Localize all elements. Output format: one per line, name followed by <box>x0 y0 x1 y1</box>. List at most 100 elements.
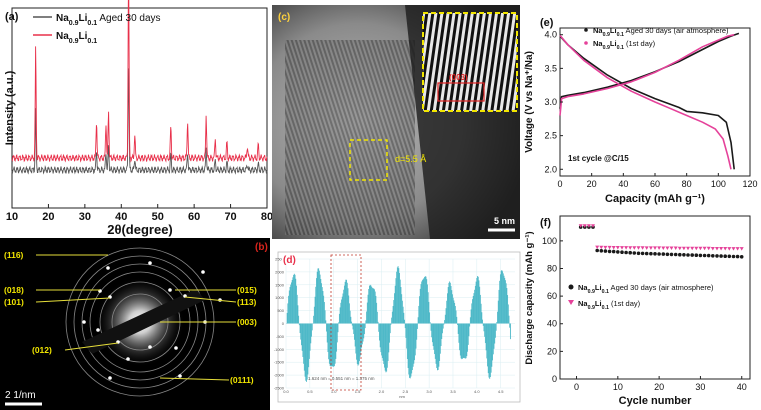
profile-bar <box>497 300 499 324</box>
profile-bar <box>350 316 352 324</box>
profile-bar <box>353 323 355 340</box>
profile-bar <box>331 323 332 367</box>
y-tick-label: 100 <box>542 236 557 246</box>
profile-bar <box>391 311 393 324</box>
profile-bar <box>382 323 384 361</box>
profile-bar <box>333 323 335 367</box>
data-point-aged <box>653 252 657 256</box>
profile-bar <box>477 276 478 324</box>
profile-bar <box>291 280 293 324</box>
profile-bar <box>303 323 305 364</box>
profile-bar <box>488 323 490 378</box>
panel-f-label: (f) <box>540 217 551 229</box>
profile-bar <box>345 279 347 324</box>
profile-bar <box>478 280 480 324</box>
profile-bar <box>379 323 381 348</box>
data-point-aged <box>690 253 694 257</box>
profile-bar <box>318 268 320 324</box>
y-tick-label: -500 <box>276 334 285 339</box>
data-point-aged <box>682 253 686 257</box>
data-point-fresh <box>739 247 744 251</box>
data-point-aged <box>628 250 632 255</box>
panel-b: (116) (018) (101) (012) (015) (113) (003) (0111… <box>0 238 270 410</box>
profile-bar <box>361 323 363 345</box>
profile-bar <box>421 280 423 324</box>
profile-bar <box>293 273 295 324</box>
profile-bar <box>341 299 342 324</box>
profile-bar <box>336 323 337 352</box>
y-tick-label: 0 <box>282 321 285 326</box>
profile-bar <box>353 323 355 335</box>
data-point-aged <box>657 252 661 256</box>
series-line-fresh <box>11 0 268 163</box>
y-tick-label: -1000 <box>274 347 285 352</box>
data-point-fresh <box>648 246 653 250</box>
data-point-aged <box>624 250 628 255</box>
profile-marker <box>330 254 362 391</box>
profile-bar <box>508 315 510 324</box>
profile-bar <box>399 272 400 324</box>
data-point-fresh <box>599 245 604 250</box>
profile-bar <box>476 278 478 324</box>
profile-bar <box>489 323 491 379</box>
profile-bar <box>424 276 426 324</box>
profile-bar <box>471 303 473 324</box>
x-tick-label: 3.0 <box>426 389 432 394</box>
profile-bar <box>504 280 506 324</box>
profile-bar <box>296 285 297 324</box>
profile-bar <box>452 294 453 324</box>
profile-bar <box>369 285 370 324</box>
data-point-fresh <box>715 247 719 251</box>
profile-bar <box>311 323 312 337</box>
profile-bar <box>357 323 359 366</box>
profile-bar <box>447 293 448 324</box>
data-point-aged <box>620 250 624 254</box>
x-tick-label: 4.5 <box>498 389 504 394</box>
profile-bar <box>507 304 509 324</box>
profile-bar <box>406 323 408 359</box>
profile-bar <box>392 306 394 324</box>
profile-bar <box>490 323 492 373</box>
x-tick-label: 10 <box>613 382 623 392</box>
data-point-fresh <box>723 247 728 251</box>
profile-bar <box>327 323 329 353</box>
profile-bar <box>379 323 380 341</box>
profile-bar <box>308 323 310 368</box>
data-point-aged <box>616 250 620 254</box>
profile-bar <box>489 323 491 378</box>
data-point-fresh <box>607 245 612 250</box>
profile-bar <box>313 315 315 324</box>
profile-bar <box>317 268 319 324</box>
y-tick-label: 20 <box>547 346 557 356</box>
legend-aged-label: Na0.9Li0.1 Aged 30 days (air atmosphere) <box>593 26 729 38</box>
panel-e-plot <box>559 32 740 170</box>
profile-bar <box>396 271 398 324</box>
panel-e-ticks: 0 20 40 60 80 100 120 2.0 2.5 3.0 3.5 4.0 <box>544 30 757 189</box>
profile-bar <box>401 300 403 324</box>
profile-bar <box>367 294 369 324</box>
profile-bar <box>424 277 426 324</box>
profile-bar <box>369 284 371 324</box>
profile-bar <box>413 323 415 364</box>
data-point-fresh <box>673 246 678 250</box>
profile-bar <box>411 323 413 371</box>
data-point-fresh <box>698 246 703 251</box>
panel-e-legend: Na0.9Li0.1 Aged 30 days (air atmosphere)… <box>584 26 729 51</box>
y-tick-label: 2.0 <box>544 164 557 174</box>
profile-bar <box>347 288 349 324</box>
profile-bar <box>480 303 482 324</box>
panel-b-label: (b) <box>255 242 268 253</box>
profile-bar <box>338 322 340 324</box>
x-tick-label: 40 <box>618 179 628 189</box>
profile-bar <box>343 289 345 324</box>
data-point-aged <box>661 252 666 256</box>
profile-bar <box>377 321 379 324</box>
data-point-aged <box>735 254 740 259</box>
profile-bar <box>470 309 472 324</box>
profile-bar <box>301 323 302 346</box>
y-tick-label: 2000 <box>275 269 285 274</box>
profile-bar <box>355 323 357 354</box>
profile-bar <box>437 323 438 371</box>
y-tick-label: -2000 <box>274 373 285 378</box>
